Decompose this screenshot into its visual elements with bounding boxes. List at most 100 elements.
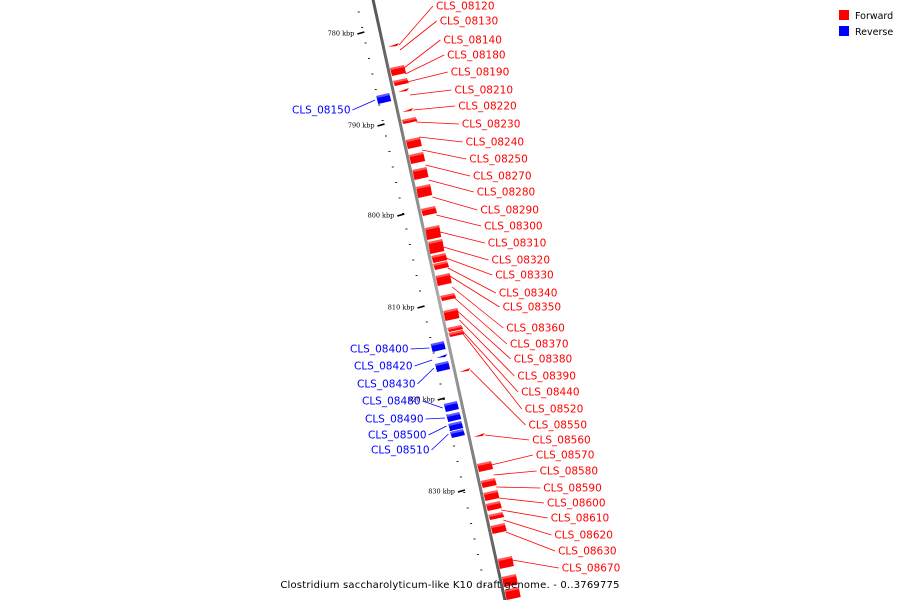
gene-reverse[interactable] <box>430 341 446 352</box>
gene-label-forward[interactable]: CLS_08370 <box>510 339 569 351</box>
gene-forward-small[interactable] <box>397 88 409 92</box>
gene-label-forward[interactable]: CLS_08520 <box>525 404 584 416</box>
gene-forward[interactable] <box>435 273 452 286</box>
gene-forward[interactable] <box>485 501 502 511</box>
gene-body <box>490 523 507 534</box>
legend-label-reverse: Reverse <box>855 27 893 38</box>
gene-label-forward[interactable]: CLS_08250 <box>469 154 528 166</box>
gene-highlight <box>449 429 464 434</box>
gene-forward[interactable] <box>448 330 465 337</box>
gene-label-reverse[interactable]: CLS_08430 <box>357 379 416 391</box>
gene-label-forward[interactable]: CLS_08440 <box>521 387 580 399</box>
gene-forward[interactable] <box>497 556 514 569</box>
gene-label-reverse[interactable]: CLS_08510 <box>371 445 430 457</box>
gene-label-forward[interactable]: CLS_08300 <box>484 221 542 233</box>
gene-label-forward[interactable]: CLS_08270 <box>473 171 532 183</box>
gene-forward-small[interactable] <box>473 433 485 437</box>
gene-body <box>485 501 502 511</box>
gene-label-reverse[interactable]: CLS_08400 <box>350 344 409 356</box>
gene-body <box>430 341 446 352</box>
gene-label-reverse[interactable]: CLS_08480 <box>362 396 421 408</box>
gene-label-forward[interactable]: CLS_08390 <box>517 371 576 383</box>
gene-reverse[interactable] <box>449 429 465 438</box>
gene-forward[interactable] <box>425 225 442 240</box>
gene-label-forward[interactable]: CLS_08620 <box>554 530 613 542</box>
gene-forward-small[interactable] <box>402 108 414 112</box>
gene-label-forward[interactable]: CLS_08210 <box>455 85 514 97</box>
gene-forward[interactable] <box>504 587 521 600</box>
gene-forward[interactable] <box>412 167 429 180</box>
gene-forward[interactable] <box>392 78 409 86</box>
gene-label-forward[interactable]: CLS_08240 <box>466 137 524 149</box>
gene-label-forward[interactable]: CLS_08580 <box>540 466 599 478</box>
gene-forward[interactable] <box>416 184 433 198</box>
gene-forward[interactable] <box>490 523 507 534</box>
major-tick <box>357 31 365 35</box>
gene-forward[interactable] <box>480 478 497 488</box>
gene-label-forward[interactable]: CLS_08290 <box>480 205 539 217</box>
gene-reverse-small[interactable] <box>436 354 448 358</box>
gene-label-forward[interactable]: CLS_08280 <box>477 187 536 199</box>
gene-highlight <box>443 308 459 313</box>
gene-label-forward[interactable]: CLS_08180 <box>447 50 506 62</box>
gene-reverse[interactable] <box>435 361 451 372</box>
gene-label-forward[interactable]: CLS_08560 <box>532 435 591 447</box>
gene-forward[interactable] <box>421 206 438 216</box>
gene-label-forward[interactable]: CLS_08330 <box>495 270 554 282</box>
gene-label-forward[interactable]: CLS_08350 <box>503 302 561 314</box>
gene-forward[interactable] <box>477 461 494 472</box>
gene-reverse[interactable] <box>443 401 459 412</box>
gene-forward-small[interactable] <box>459 368 471 372</box>
gene-forward-small[interactable] <box>387 43 399 47</box>
gene-forward[interactable] <box>440 293 457 301</box>
gene-label-forward[interactable]: CLS_08570 <box>536 450 595 462</box>
gene-highlight <box>443 401 458 406</box>
scale-tick-label: 790 kbp <box>348 122 375 130</box>
gene-forward[interactable] <box>431 253 448 263</box>
gene-forward[interactable] <box>401 117 418 124</box>
gene-highlight <box>447 325 463 330</box>
gene-label-forward[interactable]: CLS_08120 <box>436 1 495 13</box>
gene-label-forward[interactable]: CLS_08340 <box>499 288 558 300</box>
gene-label-forward[interactable]: CLS_08610 <box>551 513 610 525</box>
gene-label-forward[interactable]: CLS_08590 <box>543 483 602 495</box>
gene-label-forward[interactable]: CLS_08360 <box>506 323 565 335</box>
gene-forward[interactable] <box>405 137 422 149</box>
gene-label-forward[interactable]: CLS_08600 <box>547 498 606 510</box>
gene-label-forward[interactable]: CLS_08230 <box>462 119 521 131</box>
label-leader-line <box>457 310 511 360</box>
gene-label-forward[interactable]: CLS_08140 <box>443 35 502 47</box>
gene-label-reverse[interactable]: CLS_08420 <box>354 361 413 373</box>
gene-highlight <box>416 184 432 189</box>
gene-label-forward[interactable]: CLS_08670 <box>562 563 621 575</box>
gene-label-forward[interactable]: CLS_08190 <box>451 67 510 79</box>
gene-label-forward[interactable]: CLS_08130 <box>440 16 499 28</box>
gene-body <box>440 293 457 301</box>
label-leader-line <box>461 329 519 393</box>
gene-body <box>488 512 505 520</box>
gene-label-reverse[interactable]: CLS_08500 <box>368 430 427 442</box>
gene-forward[interactable] <box>433 261 450 270</box>
label-leader-line <box>436 214 482 227</box>
gene-label-forward[interactable]: CLS_08320 <box>492 255 551 267</box>
gene-forward[interactable] <box>443 308 460 321</box>
gene-reverse[interactable] <box>448 421 464 431</box>
gene-forward[interactable] <box>409 152 426 164</box>
gene-label-forward[interactable]: CLS_08380 <box>514 354 573 366</box>
scale-tick-label: 830 kbp <box>428 488 455 496</box>
gene-label-forward[interactable]: CLS_08630 <box>558 546 617 558</box>
gene-forward[interactable] <box>390 65 407 76</box>
label-leader-line <box>447 267 497 294</box>
gene-reverse[interactable] <box>376 93 392 104</box>
gene-label-forward[interactable]: CLS_08220 <box>458 101 517 113</box>
gene-label-reverse[interactable]: CLS_08150 <box>292 105 351 117</box>
gene-label-forward[interactable]: CLS_08310 <box>488 238 547 250</box>
gene-forward[interactable] <box>447 325 464 332</box>
gene-label-reverse[interactable]: CLS_08490 <box>365 414 424 426</box>
gene-forward[interactable] <box>483 490 500 501</box>
gene-forward[interactable] <box>501 574 518 587</box>
gene-reverse[interactable] <box>446 412 462 422</box>
gene-label-forward[interactable]: CLS_08550 <box>529 420 588 432</box>
gene-forward[interactable] <box>428 239 445 254</box>
gene-forward[interactable] <box>488 512 505 520</box>
